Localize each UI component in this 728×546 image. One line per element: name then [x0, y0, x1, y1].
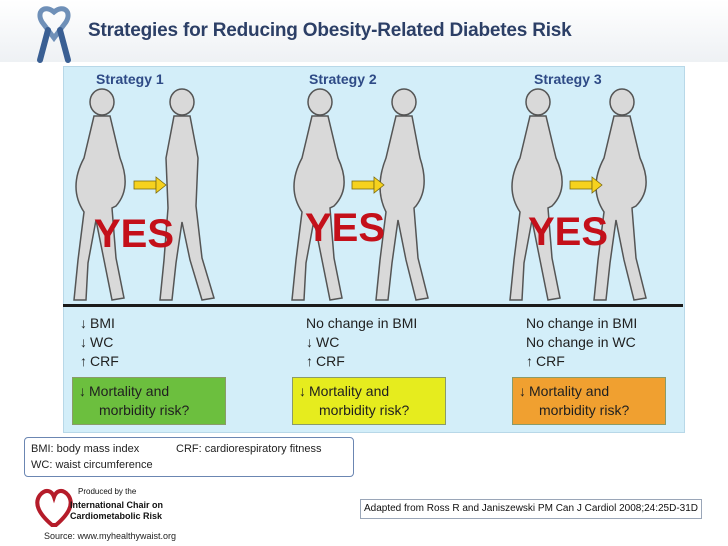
obese-figure: [291, 88, 345, 301]
risk-text-line2: morbidity risk?: [319, 402, 410, 418]
strategy-1-risk-box: ↓ Mortality and morbidity risk?: [72, 377, 226, 425]
obese-figure-after: [375, 88, 429, 301]
legend-bmi: BMI: body mass index: [31, 443, 140, 455]
ground-line: [63, 304, 683, 307]
abbreviation-legend: BMI: body mass index CRF: cardiorespirat…: [24, 437, 354, 477]
metric-text: No change in BMI: [306, 315, 418, 331]
strategy-1-label: Strategy 1: [96, 71, 164, 87]
transition-arrow-icon: [133, 176, 167, 194]
up-arrow-icon: ↑: [80, 353, 87, 369]
strategy-1-metrics: ↓ BMI ↓ WC ↑ CRF: [80, 314, 119, 371]
strategy-2-label: Strategy 2: [309, 71, 377, 87]
down-arrow-icon: ↓: [79, 383, 86, 399]
obese-figure: [509, 88, 563, 301]
metric-row: ↑ CRF: [526, 352, 637, 371]
risk-text-line1: Mortality and: [89, 383, 170, 399]
metric-text: WC: [316, 334, 340, 350]
metric-text: WC: [90, 334, 114, 350]
legend-crf: CRF: cardiorespiratory fitness: [176, 443, 322, 455]
strategy-2-figures: [291, 88, 429, 301]
metric-row: ↑ CRF: [306, 352, 417, 371]
down-arrow-icon: ↓: [519, 383, 526, 399]
strategy-3-label: Strategy 3: [534, 71, 602, 87]
metric-text: CRF: [90, 353, 119, 369]
metric-row: No change in BMI: [306, 314, 417, 333]
logo-line2: International Chair on: [70, 500, 164, 510]
slide-header: [0, 0, 728, 62]
strategy-2-verdict: YES: [305, 206, 386, 250]
logo-line3: Cardiometabolic Risk: [70, 511, 163, 521]
obese-figure: [73, 88, 126, 301]
up-arrow-icon: ↑: [526, 353, 533, 369]
legend-wc: WC: waist circumference: [31, 459, 153, 471]
metric-row: ↓ WC: [80, 333, 119, 352]
lean-figure: [159, 88, 215, 301]
strategy-2-risk-box: ↓ Mortality and morbidity risk?: [292, 377, 446, 425]
risk-text-line1: Mortality and: [529, 383, 610, 399]
up-arrow-icon: ↑: [306, 353, 313, 369]
citation-box: Adapted from Ross R and Janiszewski PM C…: [360, 499, 702, 519]
metric-row: No change in BMI: [526, 314, 637, 333]
awareness-ribbon-icon: [37, 6, 71, 63]
down-arrow-icon: ↓: [80, 315, 87, 331]
metric-text: BMI: [90, 315, 115, 331]
slide-title: Strategies for Reducing Obesity-Related …: [88, 20, 572, 41]
logo-line1: Produced by the: [78, 487, 137, 496]
metric-row: ↑ CRF: [80, 352, 119, 371]
down-arrow-icon: ↓: [299, 383, 306, 399]
chair-logo: [35, 488, 73, 527]
transition-arrow-icon: [569, 176, 603, 194]
strategy-2-metrics: No change in BMI ↓ WC ↑ CRF: [306, 314, 417, 371]
metric-row: ↓ WC: [306, 333, 417, 352]
strategy-3-risk-box: ↓ Mortality and morbidity risk?: [512, 377, 666, 425]
risk-text-line2: morbidity risk?: [99, 402, 190, 418]
heart-logo-icon: [35, 488, 73, 527]
strategy-1-figures: [73, 88, 215, 301]
obese-figure-after: [593, 88, 647, 301]
metric-text: No change in BMI: [526, 315, 638, 331]
transition-arrow-icon: [351, 176, 385, 194]
metric-row: No change in WC: [526, 333, 637, 352]
metric-text: CRF: [536, 353, 565, 369]
strategy-3-metrics: No change in BMI No change in WC ↑ CRF: [526, 314, 637, 371]
source-note: Source: www.myhealthywaist.org: [44, 531, 177, 541]
metric-text: No change in WC: [526, 334, 636, 350]
strategy-3-verdict: YES: [528, 210, 609, 254]
metric-text: CRF: [316, 353, 345, 369]
risk-text-line1: Mortality and: [309, 383, 390, 399]
down-arrow-icon: ↓: [306, 334, 313, 350]
strategy-1-verdict: YES: [94, 212, 175, 256]
down-arrow-icon: ↓: [80, 334, 87, 350]
strategy-3-figures: [509, 88, 647, 301]
risk-text-line2: morbidity risk?: [539, 402, 630, 418]
metric-row: ↓ BMI: [80, 314, 119, 333]
